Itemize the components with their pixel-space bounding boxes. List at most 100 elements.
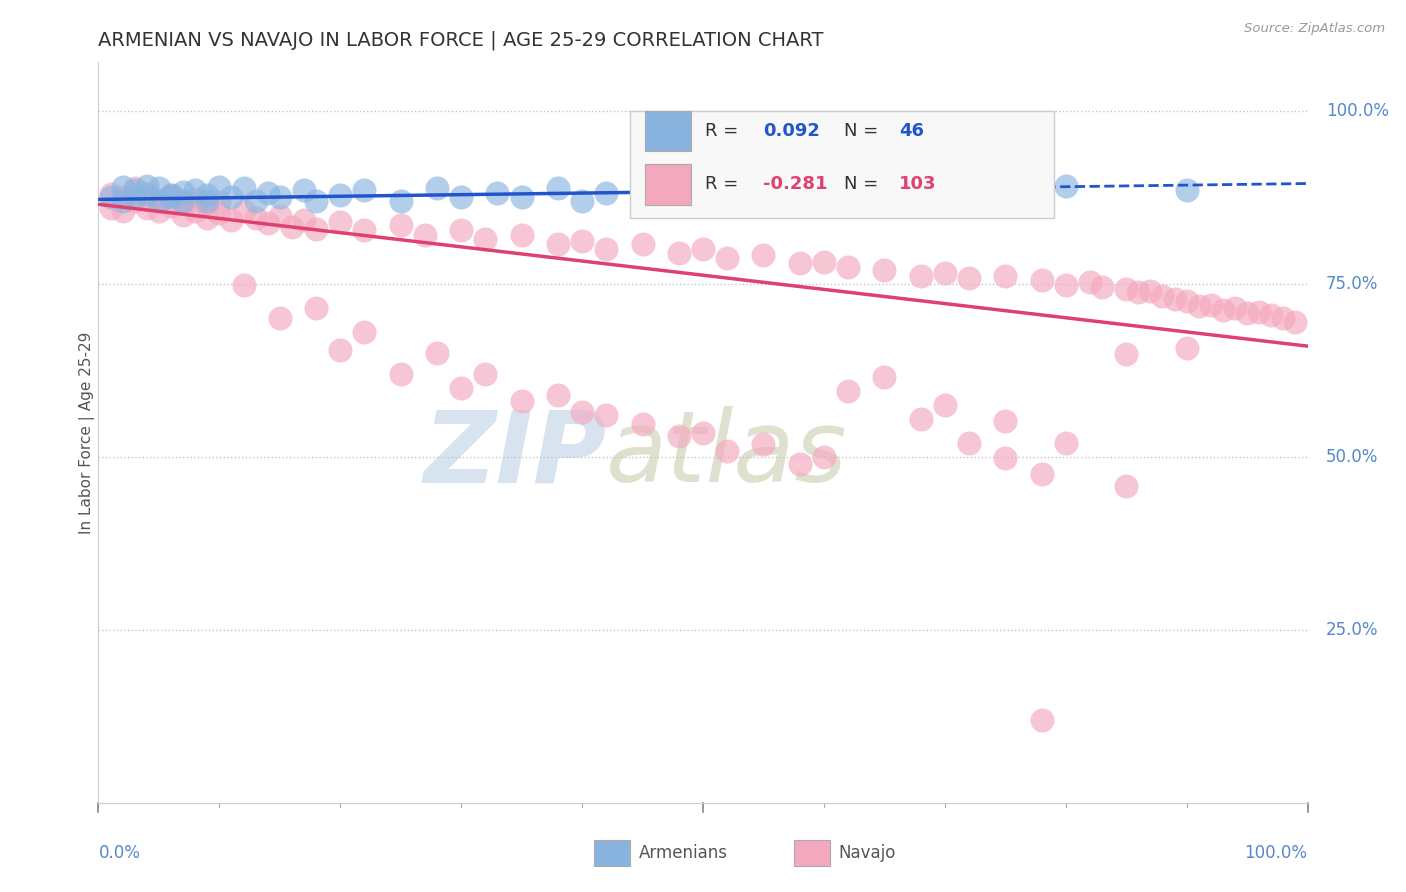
Point	[232, 204, 254, 219]
Point	[1175, 294, 1198, 309]
Point	[837, 260, 859, 274]
Point	[389, 194, 412, 208]
Text: Source: ZipAtlas.com: Source: ZipAtlas.com	[1244, 22, 1385, 36]
Point	[1272, 311, 1295, 326]
Point	[148, 181, 170, 195]
Point	[135, 186, 157, 201]
Point	[934, 267, 956, 281]
Text: Armenians: Armenians	[638, 844, 728, 862]
Point	[510, 228, 533, 243]
Point	[148, 194, 170, 208]
Point	[269, 209, 291, 223]
Point	[353, 326, 375, 340]
Point	[148, 204, 170, 219]
Point	[256, 216, 278, 230]
Text: 100.0%: 100.0%	[1326, 102, 1389, 120]
Point	[934, 398, 956, 412]
Point	[1260, 308, 1282, 322]
Point	[208, 206, 231, 220]
Point	[571, 405, 593, 419]
Point	[692, 425, 714, 440]
Point	[269, 311, 291, 326]
Point	[184, 193, 207, 207]
Point	[1152, 289, 1174, 303]
Text: 75.0%: 75.0%	[1326, 275, 1378, 293]
FancyBboxPatch shape	[645, 164, 690, 204]
Point	[245, 211, 267, 226]
Point	[1031, 467, 1053, 482]
Text: R =: R =	[706, 175, 744, 194]
Point	[124, 194, 146, 208]
Point	[160, 190, 183, 204]
Point	[668, 429, 690, 443]
Point	[595, 186, 617, 200]
Point	[1175, 341, 1198, 355]
Point	[1115, 282, 1137, 296]
Point	[1091, 280, 1114, 294]
Point	[873, 190, 896, 204]
Text: ZIP: ZIP	[423, 407, 606, 503]
Point	[873, 263, 896, 277]
Point	[668, 194, 690, 208]
Point	[716, 251, 738, 265]
Point	[813, 181, 835, 195]
Point	[547, 236, 569, 251]
Point	[172, 194, 194, 208]
Point	[752, 186, 775, 200]
Point	[221, 190, 243, 204]
Point	[1054, 278, 1077, 293]
Point	[135, 190, 157, 204]
Point	[1199, 297, 1222, 311]
Point	[934, 186, 956, 200]
Point	[353, 184, 375, 198]
Point	[474, 367, 496, 381]
Point	[1236, 306, 1258, 320]
Point	[208, 180, 231, 194]
Text: -0.281: -0.281	[763, 175, 828, 194]
Point	[813, 450, 835, 464]
Point	[195, 188, 218, 202]
Point	[305, 221, 328, 235]
Text: 0.0%: 0.0%	[98, 844, 141, 862]
Point	[292, 213, 315, 227]
Text: ARMENIAN VS NAVAJO IN LABOR FORCE | AGE 25-29 CORRELATION CHART: ARMENIAN VS NAVAJO IN LABOR FORCE | AGE …	[98, 30, 824, 50]
Text: 50.0%: 50.0%	[1326, 448, 1378, 466]
Point	[1115, 347, 1137, 361]
Point	[716, 190, 738, 204]
Point	[124, 181, 146, 195]
Point	[413, 228, 436, 243]
Point	[547, 181, 569, 195]
Point	[813, 254, 835, 268]
Point	[692, 181, 714, 195]
Point	[910, 411, 932, 425]
Point	[1031, 273, 1053, 287]
FancyBboxPatch shape	[630, 111, 1053, 218]
Point	[450, 381, 472, 395]
Point	[221, 213, 243, 227]
Text: 0.092: 0.092	[763, 122, 820, 140]
Point	[329, 343, 352, 357]
Point	[668, 245, 690, 260]
Point	[184, 184, 207, 198]
Point	[571, 234, 593, 248]
Point	[160, 188, 183, 202]
Point	[873, 370, 896, 384]
Point	[172, 185, 194, 199]
Point	[595, 242, 617, 256]
Point	[111, 204, 134, 219]
Point	[100, 201, 122, 215]
Point	[135, 178, 157, 193]
Text: atlas: atlas	[606, 407, 848, 503]
Point	[292, 184, 315, 198]
Point	[837, 384, 859, 398]
Point	[305, 194, 328, 208]
Point	[329, 214, 352, 228]
Point	[752, 437, 775, 451]
Point	[184, 204, 207, 219]
Point	[450, 190, 472, 204]
Point	[426, 181, 449, 195]
Point	[100, 190, 122, 204]
Point	[389, 218, 412, 232]
Text: 46: 46	[898, 122, 924, 140]
Point	[510, 189, 533, 203]
